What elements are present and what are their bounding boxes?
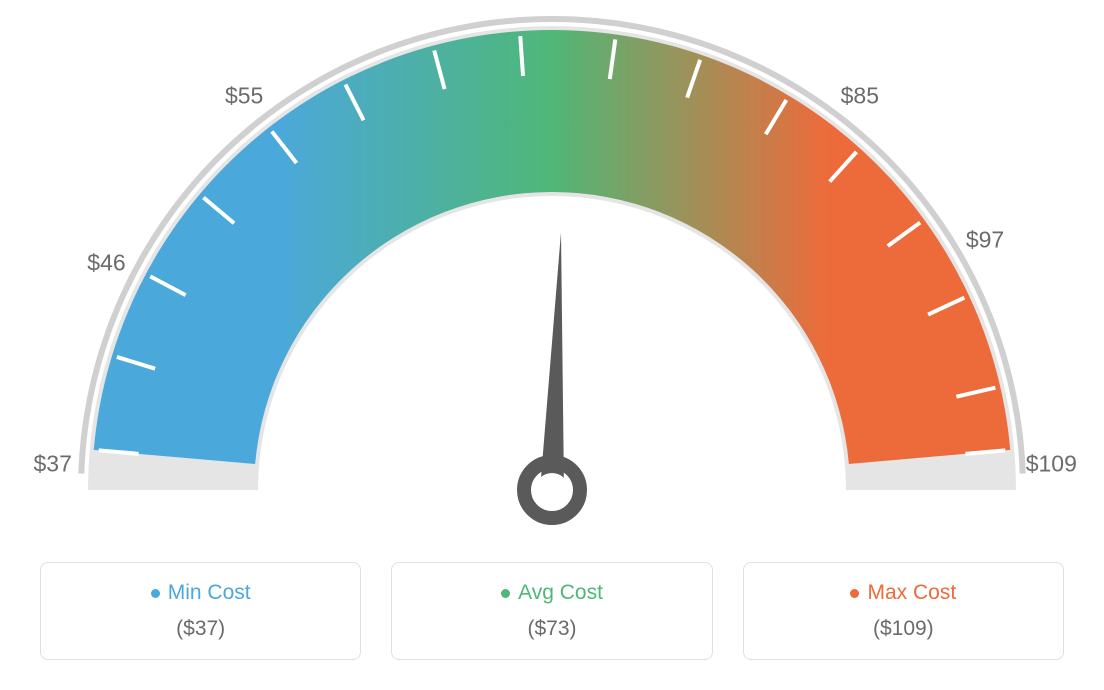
gauge-chart: $37 $46 $55 $73 $85 $97 $109 <box>0 0 1104 545</box>
scale-label: $97 <box>966 227 1004 254</box>
legend-value-max: ($109) <box>764 617 1043 641</box>
legend-value-min: ($37) <box>61 617 340 641</box>
scale-label: $73 <box>533 0 571 4</box>
scale-label: $55 <box>225 82 263 109</box>
legend: Min Cost ($37) Avg Cost ($73) Max Cost (… <box>0 562 1104 660</box>
scale-label: $85 <box>841 82 879 109</box>
legend-card-min: Min Cost ($37) <box>40 562 361 660</box>
legend-dot-max <box>850 589 859 598</box>
legend-label-max-text: Max Cost <box>867 581 956 605</box>
legend-dot-avg <box>501 589 510 598</box>
legend-label-min-text: Min Cost <box>168 581 251 605</box>
legend-card-max: Max Cost ($109) <box>743 562 1064 660</box>
legend-label-max: Max Cost <box>764 581 1043 605</box>
scale-label: $109 <box>1026 450 1077 477</box>
legend-dot-min <box>151 589 160 598</box>
scale-label: $37 <box>33 450 71 477</box>
legend-label-avg-text: Avg Cost <box>518 581 603 605</box>
legend-label-avg: Avg Cost <box>412 581 691 605</box>
scale-label: $46 <box>87 250 125 277</box>
legend-label-min: Min Cost <box>61 581 340 605</box>
legend-card-avg: Avg Cost ($73) <box>391 562 712 660</box>
legend-value-avg: ($73) <box>412 617 691 641</box>
gauge-svg <box>0 0 1104 545</box>
